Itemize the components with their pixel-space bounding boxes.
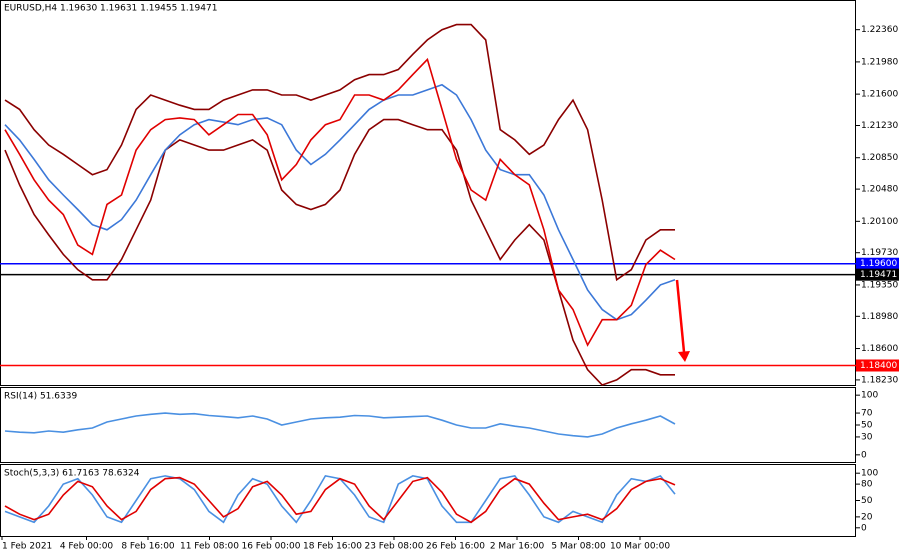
y-tick-label: 1.20850 — [861, 153, 898, 163]
panel-title: RSI(14) 51.6339 — [4, 392, 77, 402]
y-tick-label: 1.20480 — [861, 185, 898, 195]
x-tick-label: 1 Feb 2021 — [2, 542, 52, 552]
y-tick-label: 1.19730 — [861, 248, 898, 258]
x-tick-label: 2 Mar 16:00 — [490, 542, 545, 552]
series-line — [4, 23, 675, 282]
level-label: 1.19600 — [860, 259, 897, 269]
level-label: 1.19471 — [860, 270, 897, 280]
x-tick-label: 16 Feb 00:00 — [241, 542, 300, 552]
price-panel — [0, 0, 856, 386]
level-tag — [856, 268, 899, 281]
x-tick-label: 11 Feb 08:00 — [180, 542, 239, 552]
series-line — [4, 83, 676, 321]
series-line — [4, 118, 675, 386]
panel-title: EURUSD,H4 1.19630 1.19631 1.19455 1.1947… — [4, 4, 217, 14]
arrow-head — [678, 351, 690, 362]
y-tick-label: 70 — [861, 409, 873, 419]
y-tick-label: 0 — [861, 450, 867, 460]
y-tick-label: 100 — [861, 469, 878, 479]
series-line — [4, 412, 676, 438]
x-tick-label: 5 Mar 08:00 — [551, 542, 606, 552]
x-tick-label: 4 Feb 00:00 — [60, 542, 114, 552]
rsi-panel — [0, 387, 856, 463]
y-tick-label: 30 — [861, 432, 873, 442]
level-label: 1.18400 — [860, 361, 897, 371]
level-tag — [856, 359, 899, 372]
y-tick-label: 0 — [861, 523, 867, 533]
y-tick-label: 1.21600 — [861, 90, 898, 100]
y-tick-label: 80 — [861, 480, 873, 490]
y-tick-label: 1.19350 — [861, 280, 898, 290]
series-line — [4, 57, 676, 347]
y-tick-label: 1.20100 — [861, 217, 898, 227]
y-tick-label: 1.21980 — [861, 57, 898, 67]
forecast-arrow — [675, 279, 686, 353]
y-tick-label: 1.18600 — [861, 344, 898, 354]
stoch-panel — [0, 464, 856, 537]
x-tick-label: 26 Feb 16:00 — [426, 542, 485, 552]
series-line — [4, 476, 676, 524]
y-tick-label: 100 — [861, 391, 878, 401]
x-tick-label: 18 Feb 16:00 — [303, 542, 362, 552]
y-tick-label: 1.22360 — [861, 25, 898, 35]
panel-title: Stoch(5,3,3) 61.7163 78.6324 — [4, 469, 140, 479]
y-tick-label: 20 — [861, 512, 873, 522]
y-tick-label: 50 — [861, 496, 873, 506]
x-tick-label: 23 Feb 08:00 — [364, 542, 423, 552]
x-tick-label: 10 Mar 00:00 — [610, 542, 670, 552]
level-tag — [856, 257, 899, 270]
y-tick-label: 1.18980 — [861, 312, 898, 322]
plot-layer: EURUSD,H4 1.19630 1.19631 1.19455 1.1947… — [0, 4, 899, 552]
y-tick-label: 1.21230 — [861, 121, 898, 131]
y-tick-label: 50 — [861, 421, 873, 431]
y-tick-label: 1.18230 — [861, 375, 898, 385]
x-tick-label: 8 Feb 16:00 — [121, 542, 175, 552]
